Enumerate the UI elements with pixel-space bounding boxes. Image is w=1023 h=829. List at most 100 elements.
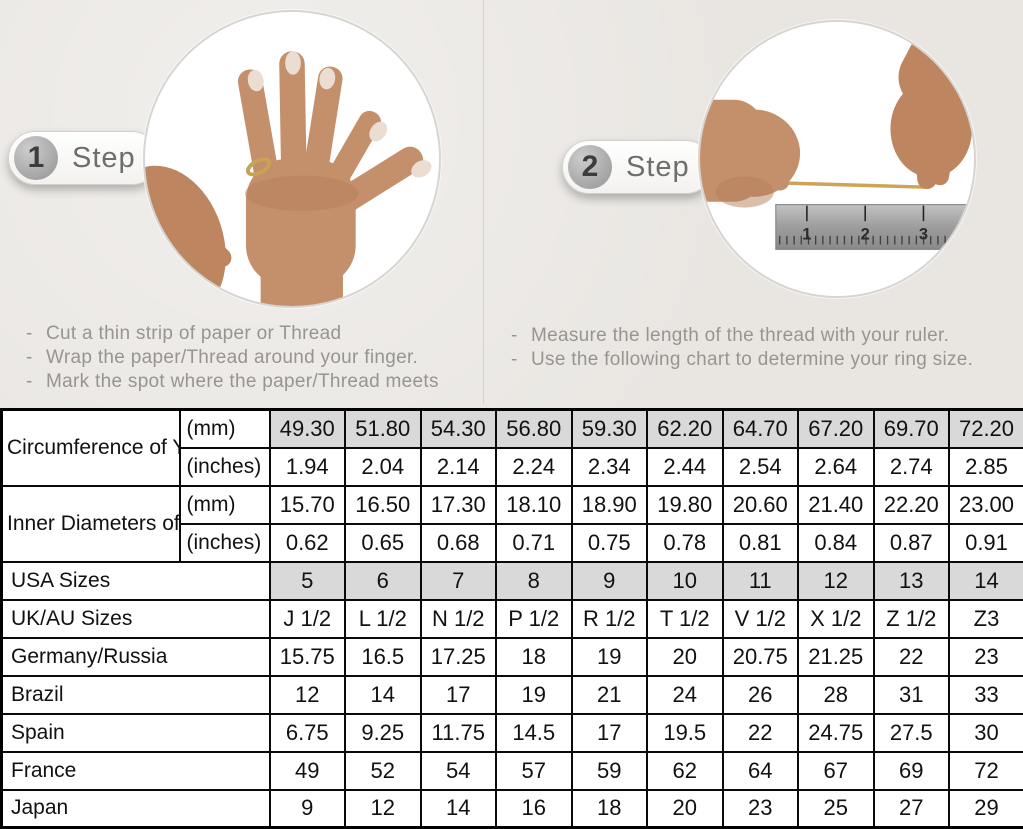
size-value-cell: N 1/2 bbox=[421, 600, 497, 638]
size-value-cell: 18.10 bbox=[496, 486, 572, 524]
size-value-cell: 57 bbox=[496, 752, 572, 790]
bullet-dash: - bbox=[20, 370, 46, 394]
right-hand-shape bbox=[887, 22, 974, 190]
size-value-cell: 9 bbox=[572, 562, 648, 600]
instruction-line: -Wrap the paper/Thread around your finge… bbox=[20, 346, 439, 370]
size-value-cell: 12 bbox=[270, 676, 346, 714]
size-value-cell: 69 bbox=[874, 752, 950, 790]
pinching-hand-shape bbox=[145, 150, 245, 306]
size-value-cell: 24 bbox=[647, 676, 723, 714]
size-value-cell: 23 bbox=[723, 790, 799, 828]
row-group-label: Circumference of Your Finger bbox=[2, 410, 180, 486]
size-value-cell: 12 bbox=[345, 790, 421, 828]
left-hand-shape bbox=[700, 100, 800, 208]
size-system-label: UK/AU Sizes bbox=[2, 600, 270, 638]
size-value-cell: 2.85 bbox=[949, 448, 1023, 486]
size-value-cell: 19.5 bbox=[647, 714, 723, 752]
size-value-cell: 11 bbox=[723, 562, 799, 600]
size-value-cell: 6 bbox=[345, 562, 421, 600]
size-system-label: Germany/Russia bbox=[2, 638, 270, 676]
size-value-cell: R 1/2 bbox=[572, 600, 648, 638]
instruction-text: Cut a thin strip of paper or Thread bbox=[46, 322, 341, 346]
size-value-cell: 21 bbox=[572, 676, 648, 714]
size-value-cell: 19.80 bbox=[647, 486, 723, 524]
ruler-number-1: 1 bbox=[802, 226, 811, 244]
size-value-cell: 20.60 bbox=[723, 486, 799, 524]
size-value-cell: 20.75 bbox=[723, 638, 799, 676]
size-value-cell: 0.68 bbox=[421, 524, 497, 562]
section-divider bbox=[483, 0, 484, 404]
row-group-label: Inner Diameters of Rings bbox=[2, 486, 180, 562]
size-value-cell: 59 bbox=[572, 752, 648, 790]
size-value-cell: 72 bbox=[949, 752, 1023, 790]
size-value-cell: 52 bbox=[345, 752, 421, 790]
size-value-cell: 22 bbox=[874, 638, 950, 676]
size-value-cell: 8 bbox=[496, 562, 572, 600]
size-value-cell: V 1/2 bbox=[723, 600, 799, 638]
step-2-number: 2 bbox=[568, 145, 612, 189]
ring-size-table: Circumference of Your Finger(mm)49.3051.… bbox=[0, 408, 1023, 829]
ruler-number-2: 2 bbox=[861, 226, 870, 244]
size-value-cell: 0.65 bbox=[345, 524, 421, 562]
step-2-badge: 2 Step bbox=[562, 140, 713, 194]
size-value-cell: 15.70 bbox=[270, 486, 346, 524]
size-value-cell: 0.71 bbox=[496, 524, 572, 562]
size-value-cell: 49 bbox=[270, 752, 346, 790]
size-value-cell: 16.50 bbox=[345, 486, 421, 524]
size-value-cell: 2.54 bbox=[723, 448, 799, 486]
unit-label: (mm) bbox=[180, 410, 270, 448]
step-1-instructions: -Cut a thin strip of paper or Thread-Wra… bbox=[20, 322, 439, 394]
size-value-cell: 14 bbox=[949, 562, 1023, 600]
instruction-text: Measure the length of the thread with yo… bbox=[531, 324, 949, 348]
size-value-cell: 11.75 bbox=[421, 714, 497, 752]
size-system-label: Japan bbox=[2, 790, 270, 828]
size-value-cell: 18.90 bbox=[572, 486, 648, 524]
size-value-cell: 17.25 bbox=[421, 638, 497, 676]
size-value-cell: 7 bbox=[421, 562, 497, 600]
size-system-label: Spain bbox=[2, 714, 270, 752]
size-value-cell: 67 bbox=[798, 752, 874, 790]
size-value-cell: 27 bbox=[874, 790, 950, 828]
size-value-cell: 12 bbox=[798, 562, 874, 600]
measuring-thread-illustration: 1 2 3 bbox=[700, 22, 974, 296]
size-value-cell: 0.84 bbox=[798, 524, 874, 562]
size-value-cell: 5 bbox=[270, 562, 346, 600]
size-value-cell: 51.80 bbox=[345, 410, 421, 448]
size-system-label: France bbox=[2, 752, 270, 790]
size-value-cell: 2.44 bbox=[647, 448, 723, 486]
size-value-cell: 23 bbox=[949, 638, 1023, 676]
size-value-cell: 67.20 bbox=[798, 410, 874, 448]
step-1-badge: 1 Step bbox=[8, 131, 159, 185]
size-value-cell: 26 bbox=[723, 676, 799, 714]
size-value-cell: T 1/2 bbox=[647, 600, 723, 638]
ring-size-table-section: Circumference of Your Finger(mm)49.3051.… bbox=[0, 408, 1023, 826]
size-value-cell: 16 bbox=[496, 790, 572, 828]
size-value-cell: 17 bbox=[572, 714, 648, 752]
bullet-dash: - bbox=[20, 322, 46, 346]
size-value-cell: 15.75 bbox=[270, 638, 346, 676]
size-value-cell: 64.70 bbox=[723, 410, 799, 448]
size-value-cell: 27.5 bbox=[874, 714, 950, 752]
instruction-text: Wrap the paper/Thread around your finger… bbox=[46, 346, 418, 370]
size-value-cell: 20 bbox=[647, 790, 723, 828]
size-value-cell: 22 bbox=[723, 714, 799, 752]
size-value-cell: 17 bbox=[421, 676, 497, 714]
size-value-cell: 31 bbox=[874, 676, 950, 714]
size-value-cell: 28 bbox=[798, 676, 874, 714]
size-value-cell: 0.78 bbox=[647, 524, 723, 562]
size-value-cell: 14 bbox=[345, 676, 421, 714]
size-value-cell: Z3 bbox=[949, 600, 1023, 638]
unit-label: (inches) bbox=[180, 524, 270, 562]
size-value-cell: 62.20 bbox=[647, 410, 723, 448]
size-value-cell: J 1/2 bbox=[270, 600, 346, 638]
size-value-cell: 2.24 bbox=[496, 448, 572, 486]
bullet-dash: - bbox=[505, 348, 531, 372]
size-value-cell: 20 bbox=[647, 638, 723, 676]
size-system-label: Brazil bbox=[2, 676, 270, 714]
unit-label: (mm) bbox=[180, 486, 270, 524]
table-row: Inner Diameters of Rings(mm)15.7016.5017… bbox=[2, 486, 1023, 524]
